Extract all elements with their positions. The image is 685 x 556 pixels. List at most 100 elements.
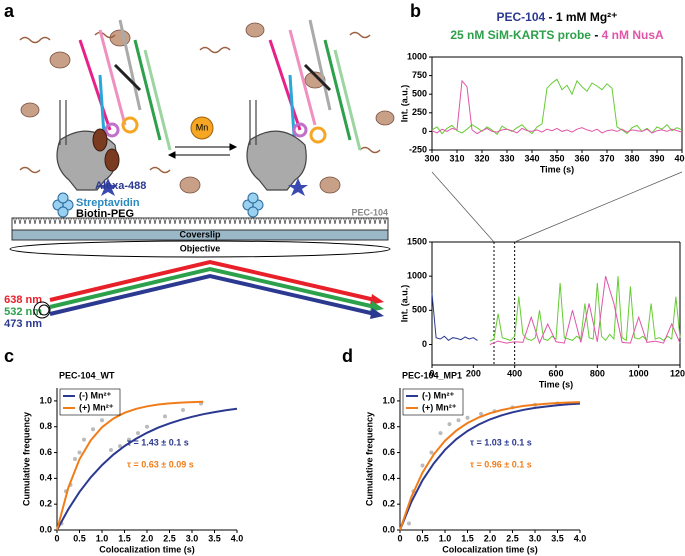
series-line xyxy=(431,293,478,342)
x-tick-label: 0.5 xyxy=(416,533,429,543)
x-tick-label: 3.0 xyxy=(529,533,542,543)
annotation: τ = 1.43 ± 0.1 s xyxy=(127,437,189,447)
laser-label: 473 nm xyxy=(4,318,42,330)
legend-label: (+) Mn²⁺ xyxy=(79,402,114,412)
y-tick-label: 1000 xyxy=(407,271,427,281)
data-point xyxy=(438,431,443,436)
chart-title: 25 nM SiM-KARTS probe - 4 nM NusA xyxy=(450,28,664,42)
data-point xyxy=(465,415,470,420)
x-axis-label: Time (s) xyxy=(540,164,574,174)
y-axis-label: Cumulative frequency xyxy=(21,412,31,506)
dye-label: Alexa-488 xyxy=(95,180,146,192)
series-line xyxy=(56,400,204,531)
legend-label: (+) Mn²⁺ xyxy=(422,402,457,412)
zoom-connector xyxy=(514,171,683,243)
series-line xyxy=(399,402,581,531)
title-part: PEC-104 xyxy=(496,10,545,24)
y-tick-label: 750 xyxy=(412,70,427,80)
series-line xyxy=(431,78,683,136)
title-part: - xyxy=(591,28,602,42)
y-tick-label: 1.0 xyxy=(382,395,395,405)
data-point xyxy=(136,431,140,436)
x-tick-label: 330 xyxy=(499,153,514,163)
y-tick-label: 0.4 xyxy=(382,473,395,483)
chart-title: PEC-104_MP1 xyxy=(402,370,462,380)
x-tick-label: 0 xyxy=(397,533,402,543)
legend-box xyxy=(59,388,121,416)
y-tick-label: 0.2 xyxy=(382,499,395,509)
charts: 300310320330340350360370380390400-250025… xyxy=(21,10,685,554)
streptavidin xyxy=(52,192,264,218)
x-tick-label: 300 xyxy=(424,153,439,163)
x-axis-label: Colocalization time (s) xyxy=(99,544,195,554)
chart: 0 0.5 1.0 1.5 2.0 2.5 3.0 3.5 4.0 0.0 0.2 0.4 0.6 0.8… xyxy=(21,370,243,554)
chart: 300310320330340350360370380390400-250025… xyxy=(399,10,685,174)
legend-label: (-) Mn²⁺ xyxy=(422,390,454,400)
peg-layer xyxy=(11,217,389,231)
data-point xyxy=(91,427,95,432)
x-tick-label: 2.0 xyxy=(141,533,154,543)
x-tick-label: 2.5 xyxy=(506,533,519,543)
data-point xyxy=(420,463,425,468)
data-point xyxy=(82,437,86,442)
x-tick-label: 3.5 xyxy=(551,533,564,543)
title-part: 4 nM NusA xyxy=(602,28,664,42)
dye-star xyxy=(288,178,308,196)
x-axis-label: Time (s) xyxy=(539,379,573,389)
data-point xyxy=(163,414,167,419)
objective-label: Objective xyxy=(180,243,221,253)
y-tick-label: 1500 xyxy=(407,236,427,246)
coverslip xyxy=(11,229,389,241)
x-tick-label: 0 xyxy=(429,368,434,378)
laser-source xyxy=(33,301,51,319)
diagram: Alexa-488 Mn Streptavidin Biotin-PEG PEC… xyxy=(4,19,395,330)
x-tick-label: 4.0 xyxy=(574,533,587,543)
x-tick-label: 200 xyxy=(466,368,481,378)
y-tick-label: 0.6 xyxy=(39,447,52,457)
x-tick-label: 0 xyxy=(54,533,59,543)
legend-label: (-) Mn²⁺ xyxy=(79,390,111,400)
equilibrium-arrows xyxy=(167,143,238,159)
x-tick-label: 380 xyxy=(624,153,639,163)
rna-right xyxy=(268,19,362,151)
data-point xyxy=(77,450,82,455)
y-tick-label: 500 xyxy=(412,305,427,315)
probes xyxy=(19,31,381,174)
dye-star xyxy=(98,178,118,196)
laser-label: 532 nm xyxy=(4,306,42,318)
panel-label: c xyxy=(4,346,14,366)
title-part: - 1 mM Mg²⁺ xyxy=(545,10,617,24)
x-tick-label: 320 xyxy=(474,153,489,163)
construct-label: PEC-104 xyxy=(351,207,388,217)
y-tick-label: -250 xyxy=(409,144,427,154)
x-tick-label: 1.0 xyxy=(439,533,452,543)
data-point xyxy=(181,407,185,412)
y-tick-label: 0.6 xyxy=(382,447,395,457)
data-point xyxy=(118,444,122,449)
x-tick-label: 1000 xyxy=(629,368,649,378)
y-axis-label: Cumulative frequency xyxy=(364,412,374,506)
streptavidin-label: Streptavidin xyxy=(76,197,140,209)
y-tick-label: 0.0 xyxy=(382,524,395,534)
rna-left xyxy=(78,19,172,151)
x-axis-label: Colocalization time (s) xyxy=(442,544,538,554)
y-tick-label: 0 xyxy=(422,126,427,136)
background-molecules xyxy=(20,22,395,194)
series-line xyxy=(399,401,581,531)
title-part: 25 nM SiM-KARTS probe xyxy=(450,28,591,42)
panel-label: a xyxy=(4,1,15,21)
x-tick-label: 1.5 xyxy=(461,533,474,543)
series-line xyxy=(489,276,681,345)
x-tick-label: 3.0 xyxy=(186,533,199,543)
y-axis-label: Int. (a.u.) xyxy=(399,285,409,323)
x-tick-label: 0.5 xyxy=(73,533,86,543)
laser-beam xyxy=(49,259,376,302)
data-point xyxy=(73,457,77,461)
zoom-connector xyxy=(431,171,495,243)
x-tick-label: 4.0 xyxy=(231,533,244,543)
series-line xyxy=(489,276,681,342)
y-tick-label: 0.8 xyxy=(39,421,52,431)
